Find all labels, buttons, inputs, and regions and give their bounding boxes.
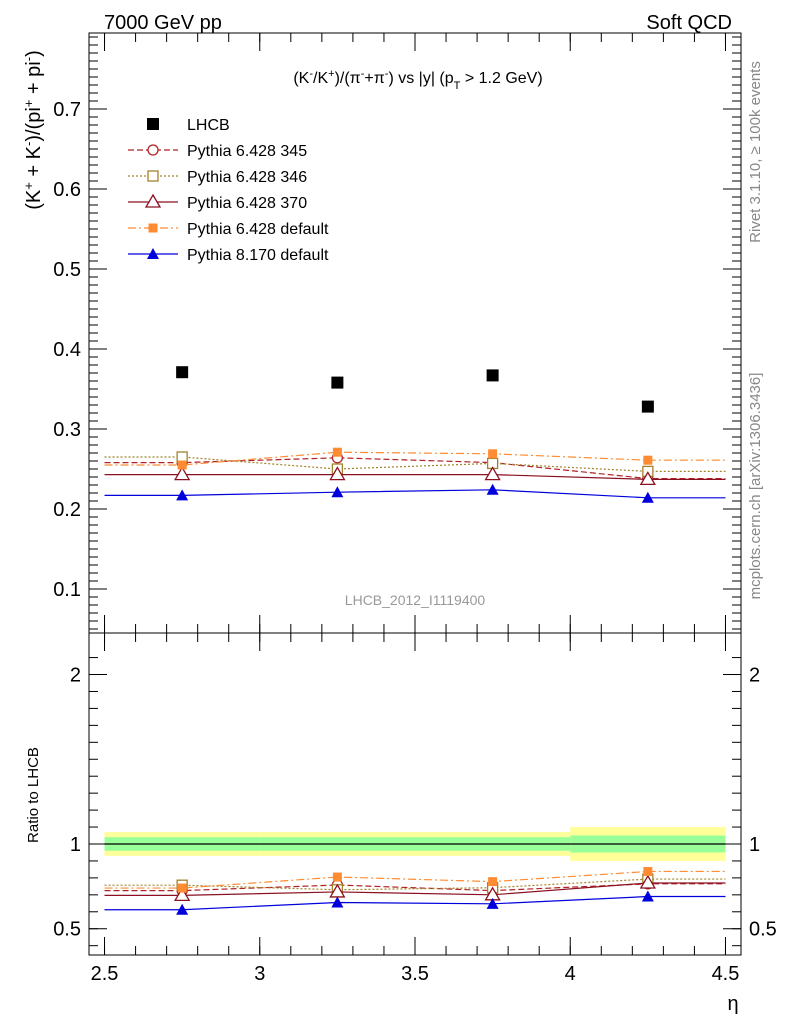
main-ytick-label: 0.5 [53, 259, 81, 281]
rivet-label: Rivet 3.1.10, ≥ 100k events [747, 61, 764, 243]
x-axis-label: η [727, 993, 738, 1015]
legend-label: LHCB [187, 117, 230, 134]
ratio-data-point [486, 897, 499, 909]
xtick-label: 3 [254, 963, 265, 985]
ratio-data-point [643, 866, 653, 876]
legend-marker [147, 144, 159, 156]
ratio-bands [104, 827, 726, 861]
data-point [484, 466, 501, 481]
legend-entry: Pythia 8.170 default [128, 247, 329, 264]
energy-label: 7000 GeV pp [104, 12, 222, 34]
legend: LHCB Pythia 6.428 345 Pythia 6.428 346 Pyth… [128, 117, 329, 264]
series-pythia-8-170-default [104, 483, 726, 503]
xtick-label: 2.5 [91, 963, 119, 985]
ratio-ytick-label: 0.5 [53, 919, 81, 941]
data-point [174, 466, 191, 481]
ratio-data-point [488, 877, 498, 887]
series-pythia-6-428-default [104, 447, 726, 470]
ratio-series-line [104, 870, 726, 889]
data-point [177, 460, 187, 470]
legend-label: Pythia 6.428 346 [187, 169, 307, 186]
ratio-ytick-label: 2 [70, 665, 81, 687]
ratio-panel: 0.5 0.5 1 1 2 2 2.5 3 3.5 4 4.5 Ratio to LHCB η [25, 632, 777, 1015]
data-point [486, 369, 499, 382]
data-point [176, 366, 189, 379]
legend-label: Pythia 6.428 default [187, 221, 329, 238]
ratio-data-point [639, 874, 656, 889]
data-point [643, 455, 653, 465]
ratio-series-pythia-8-170-default [104, 890, 726, 915]
series-line [104, 489, 726, 499]
series-pythia-6-428-346 [104, 451, 726, 478]
xtick-label: 3.5 [401, 963, 429, 985]
main-ytick-label: 0.3 [53, 419, 81, 441]
legend-marker [144, 193, 162, 208]
ratio-data-point [176, 903, 189, 915]
ratio-data-point [174, 887, 191, 901]
xtick-label: 4.5 [712, 963, 740, 985]
main-ytick-label: 0.2 [53, 499, 81, 521]
legend-label: Pythia 8.170 default [187, 247, 329, 264]
legend-entry: LHCB [147, 117, 230, 134]
series-pythia-6-428-370 [104, 466, 726, 486]
main-ylabel: (K+ + K-)/(pi+ + pi-) [21, 50, 46, 210]
ratio-data-point [641, 890, 654, 902]
ratio-series-line [104, 878, 726, 891]
ratio-data-point [332, 872, 342, 882]
ratio-series-line [104, 882, 726, 896]
main-title: (K-/K+)/(π-+π-) vs |y| (pT > 1.2 GeV) [293, 68, 542, 92]
legend-label: Pythia 6.428 370 [187, 195, 307, 212]
legend-entry: Pythia 6.428 345 [128, 143, 307, 160]
legend-marker [147, 118, 159, 130]
ratio-ticks: 0.5 0.5 1 1 2 2 2.5 3 3.5 4 4.5 [53, 633, 777, 985]
legend-label: Pythia 6.428 345 [187, 143, 307, 160]
main-ytick-label: 0.6 [53, 179, 81, 201]
data-point [641, 491, 654, 503]
data-point [329, 466, 346, 481]
ratio-series-pythia-6-428-default [104, 866, 726, 893]
ratio-ytick-label-right: 0.5 [749, 919, 777, 941]
legend-marker [148, 223, 158, 233]
data-point [332, 447, 342, 457]
series-line [104, 451, 726, 466]
legend-entry: Pythia 6.428 370 [128, 193, 307, 212]
ratio-data-point [177, 883, 187, 893]
series-lhcb [176, 366, 654, 413]
ratio-ytick-label-right: 1 [749, 834, 760, 856]
legend-entry: Pythia 6.428 346 [128, 169, 307, 186]
main-series-layer [104, 366, 726, 503]
main-panel: 0.1 0.2 0.3 0.4 0.5 0.6 0.7 LHCB Pythia 6.428 3… [21, 32, 742, 634]
series-line [104, 457, 726, 480]
ratio-ytick-label-right: 2 [749, 665, 760, 687]
process-label: Soft QCD [646, 12, 732, 34]
ratio-ytick-label: 1 [70, 834, 81, 856]
legend-marker [147, 170, 159, 182]
ratio-series-line [104, 883, 726, 892]
main-ticks: 0.1 0.2 0.3 0.4 0.5 0.6 0.7 [53, 33, 741, 633]
analysis-label: LHCB_2012_I1119400 [345, 592, 486, 608]
main-ytick-label: 0.1 [53, 579, 81, 601]
legend-marker [147, 248, 159, 259]
ratio-series-layer [104, 866, 726, 915]
mcplots-label: mcplots.cern.ch [arXiv:1306.3436] [747, 373, 764, 600]
data-point [176, 489, 189, 501]
legend-entry: Pythia 6.428 default [128, 221, 329, 238]
ratio-frame [88, 632, 742, 956]
data-point [639, 471, 656, 486]
series-line [104, 456, 726, 472]
main-ytick-label: 0.7 [53, 99, 81, 121]
data-point [488, 449, 498, 459]
ratio-ylabel: Ratio to LHCB [25, 747, 42, 843]
data-point [331, 376, 344, 389]
series-line [104, 474, 726, 480]
ratio-series-line [104, 895, 726, 911]
data-point [331, 486, 344, 498]
xtick-label: 4 [565, 963, 576, 985]
data-point [641, 400, 654, 413]
main-ytick-label: 0.4 [53, 339, 81, 361]
ratio-data-point [331, 896, 344, 908]
data-point [486, 483, 499, 495]
